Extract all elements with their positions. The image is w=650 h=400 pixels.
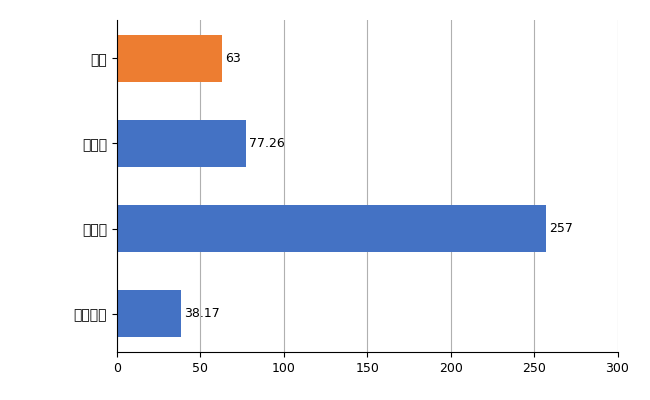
Bar <box>117 290 181 337</box>
Text: 63: 63 <box>226 52 241 65</box>
Bar <box>117 120 246 167</box>
Bar <box>117 205 546 252</box>
Bar <box>117 35 222 82</box>
Text: 77.26: 77.26 <box>249 137 285 150</box>
Text: 257: 257 <box>549 222 573 235</box>
Text: 38.17: 38.17 <box>184 307 220 320</box>
